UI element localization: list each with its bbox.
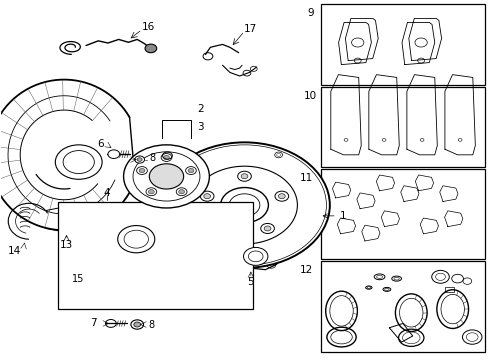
Text: 8: 8 [148, 320, 154, 329]
Circle shape [159, 142, 329, 268]
Text: 15: 15 [71, 274, 84, 284]
Bar [321, 169, 485, 259]
Circle shape [278, 194, 285, 199]
Circle shape [203, 194, 210, 199]
Circle shape [243, 247, 267, 265]
Text: 2: 2 [197, 104, 203, 114]
Text: 13: 13 [60, 239, 73, 249]
Circle shape [134, 322, 141, 327]
Text: 14: 14 [8, 246, 21, 256]
Text: 12: 12 [299, 265, 312, 275]
Bar [321, 87, 485, 167]
Circle shape [163, 155, 169, 159]
Text: 1: 1 [323, 211, 346, 221]
Text: 10: 10 [303, 91, 316, 101]
Circle shape [131, 320, 143, 329]
Circle shape [118, 226, 155, 253]
Circle shape [264, 226, 270, 231]
Text: 8: 8 [149, 153, 155, 163]
Text: 6: 6 [97, 139, 103, 149]
Bar [321, 4, 485, 85]
Circle shape [55, 145, 102, 179]
Circle shape [241, 174, 247, 179]
Text: 16: 16 [142, 22, 155, 32]
Text: 11: 11 [299, 173, 312, 183]
Circle shape [108, 150, 120, 158]
Circle shape [135, 156, 144, 163]
Circle shape [137, 158, 142, 161]
Text: 3: 3 [197, 122, 203, 132]
Circle shape [148, 190, 154, 194]
Text: 4: 4 [103, 188, 110, 198]
Circle shape [218, 226, 224, 231]
Circle shape [178, 190, 184, 194]
Text: 9: 9 [306, 8, 313, 18]
Circle shape [123, 145, 209, 208]
Text: 7: 7 [89, 318, 96, 328]
Text: 5: 5 [247, 277, 254, 287]
Text: 17: 17 [243, 24, 257, 34]
Circle shape [139, 168, 144, 173]
Bar [321, 261, 485, 352]
Circle shape [149, 164, 183, 189]
Circle shape [188, 168, 194, 173]
Circle shape [145, 44, 157, 53]
Bar [445, 287, 453, 292]
Bar [58, 202, 253, 309]
